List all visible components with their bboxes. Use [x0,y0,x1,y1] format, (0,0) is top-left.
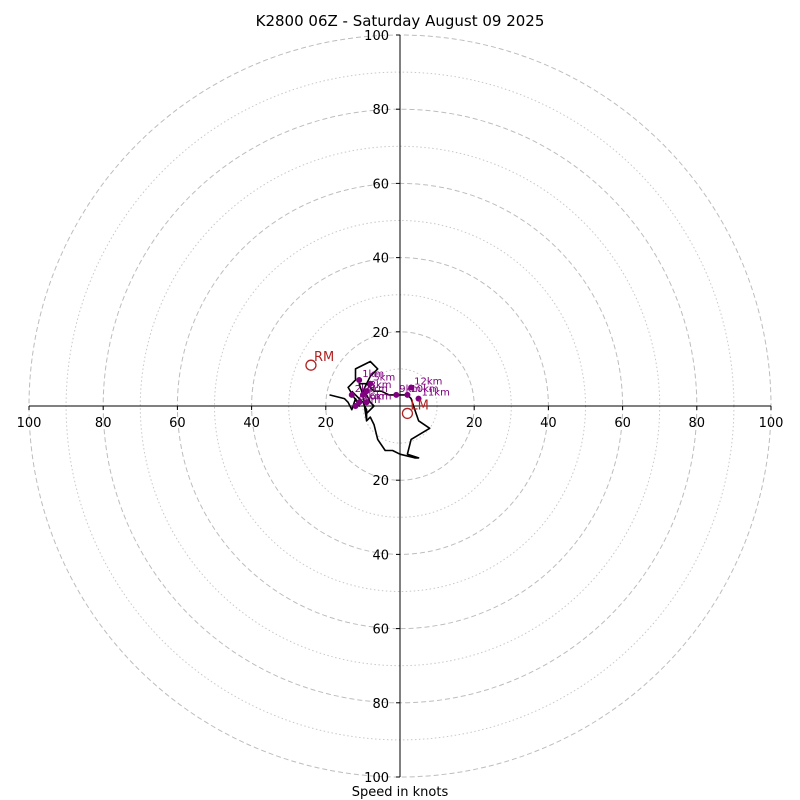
height-marker-label: 12km [414,376,442,387]
x-tick-label: 20 [318,416,335,431]
chart-title: K2800 06Z - Saturday August 09 2025 [256,12,545,30]
height-marker-point [363,388,370,395]
height-marker-point [363,399,370,406]
y-tick-label: 100 [364,771,389,786]
hodograph-trace [329,360,431,459]
height-marker-point [352,403,359,409]
height-marker-label: 4km [366,384,388,395]
x-tick-label: 40 [243,416,260,431]
x-tick-label: 60 [614,416,631,431]
y-tick-label: 60 [372,623,389,638]
y-tick-label: 40 [372,548,389,563]
height-marker-point [359,391,366,398]
storm-motion-marker [305,359,317,371]
x-tick-label: 20 [466,416,483,431]
x-axis-label: Speed in knots [352,785,449,800]
height-marker-label: 10km [410,384,438,395]
axes [29,35,771,777]
height-marker-point [415,395,422,402]
tick-labels: 100 80 60 40 20 20 40 60 80 100 100 80 60 40 20 20 40 60 8… [17,29,784,786]
y-tick-label: 20 [372,474,389,489]
height-markers: 1km2km3km4km5km6km7km8km9km10km11km12km [348,369,450,409]
y-tick-label: 80 [372,103,389,118]
height-marker-label: 3km [370,380,392,391]
height-marker-label: 1km [362,369,384,380]
storm-motion-label: LM [410,398,428,413]
height-marker-label: 8km [358,395,380,406]
x-tick-label: 80 [95,416,112,431]
x-tick-label: 60 [169,416,186,431]
wind-trace-line [329,360,431,459]
y-tick-label: 20 [372,326,389,341]
y-tick-label: 100 [364,29,389,44]
storm-motion-markers: RM LM [305,350,429,420]
height-marker-point [356,399,363,406]
height-marker-label: 7km [362,391,384,402]
storm-motion-label: RM [314,350,334,365]
y-tick-label: 40 [372,252,389,267]
y-tick-label: 60 [372,177,389,192]
height-marker-point [408,384,415,391]
height-marker-point [404,391,411,398]
height-marker-label: 11km [422,388,450,399]
x-tick-label: 100 [17,416,42,431]
height-marker-label: 6km [370,391,392,402]
storm-motion-marker [401,407,414,420]
height-marker-point [367,380,374,387]
y-tick-label: 80 [372,697,389,712]
x-tick-label: 80 [689,416,706,431]
x-tick-label: 100 [759,416,784,431]
height-marker-label: 5km [373,373,395,384]
x-tick-label: 40 [540,416,557,431]
height-marker-point [348,391,355,398]
height-marker-point [393,391,400,398]
height-marker-point [356,377,363,384]
